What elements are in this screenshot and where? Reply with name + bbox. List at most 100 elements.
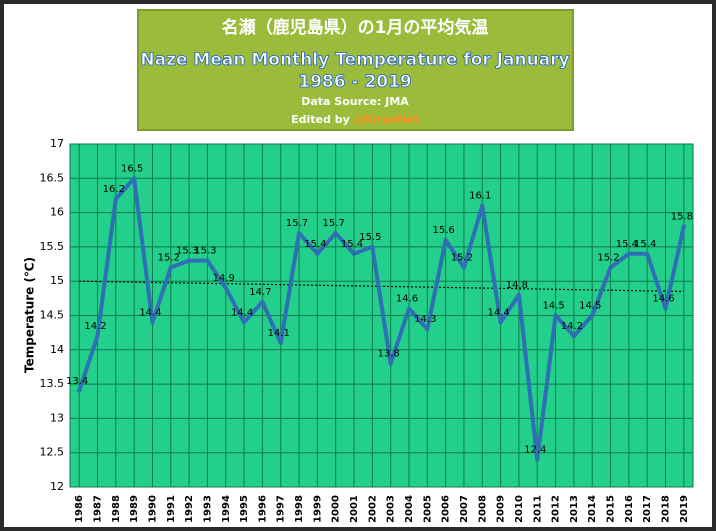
data-label: 14.5 xyxy=(542,301,564,312)
x-tick-label: 1992 xyxy=(184,495,195,523)
x-tick-label: 2015 xyxy=(606,495,617,523)
data-label: 15.4 xyxy=(634,239,656,250)
point xyxy=(315,251,320,256)
data-label: 15.4 xyxy=(616,239,638,250)
data-label: 15.4 xyxy=(341,239,363,250)
data-label: 15.8 xyxy=(671,211,693,222)
x-tick-label: 2018 xyxy=(661,495,672,523)
x-tick-label: 2007 xyxy=(459,495,470,523)
data-label: 14.6 xyxy=(652,294,674,305)
y-tick-label: 12 xyxy=(50,480,64,493)
x-tick-label: 2003 xyxy=(386,495,397,523)
credit: Edited by @KiryeNet xyxy=(291,113,419,126)
point xyxy=(443,238,448,243)
x-tick-label: 1991 xyxy=(166,495,177,523)
point xyxy=(352,251,357,256)
x-tick-label: 1988 xyxy=(111,495,122,523)
x-tick-label: 1999 xyxy=(312,495,323,523)
y-tick-label: 14 xyxy=(50,343,64,356)
point xyxy=(150,320,155,325)
x-tick-label: 2009 xyxy=(496,495,507,523)
point xyxy=(571,334,576,339)
point xyxy=(590,313,595,318)
data-label: 16.1 xyxy=(469,191,491,202)
data-label: 14.4 xyxy=(139,307,161,318)
point xyxy=(553,313,558,318)
data-label: 15.6 xyxy=(432,225,454,236)
y-tick-label: 15.5 xyxy=(40,240,65,253)
point xyxy=(278,340,283,345)
data-label: 15.2 xyxy=(597,252,619,263)
point xyxy=(223,286,228,291)
data-label: 15.2 xyxy=(158,252,180,263)
point xyxy=(205,258,210,263)
point xyxy=(516,292,521,297)
data-label: 13.4 xyxy=(66,376,88,387)
y-tick-label: 13 xyxy=(50,411,64,424)
data-label: 16.2 xyxy=(103,184,125,195)
y-tick-label: 16 xyxy=(50,206,64,219)
point xyxy=(388,361,393,366)
point xyxy=(95,334,100,339)
series-line xyxy=(77,176,686,462)
data-label: 14.6 xyxy=(396,294,418,305)
x-tick-label: 2010 xyxy=(514,495,525,523)
x-tick-label: 2001 xyxy=(349,495,360,523)
data-label: 14.8 xyxy=(506,280,528,291)
data-label: 14.4 xyxy=(231,307,253,318)
y-tick-label: 14.5 xyxy=(40,309,65,322)
y-tick-label: 17 xyxy=(50,137,64,150)
y-axis-label: Temperature (℃) xyxy=(23,257,37,373)
title-box xyxy=(137,9,574,131)
x-tick-label: 1989 xyxy=(129,495,140,523)
chart-subtitle: 1986 - 2019 xyxy=(298,72,412,92)
x-tick-label: 1998 xyxy=(294,495,305,523)
data-label: 15.3 xyxy=(194,246,216,257)
point xyxy=(132,176,137,181)
data-label: 14.4 xyxy=(487,307,509,318)
y-tick-label: 12.5 xyxy=(40,446,65,459)
x-tick-label: 1993 xyxy=(202,495,213,523)
point xyxy=(645,251,650,256)
point xyxy=(77,388,82,393)
data-label: 14.3 xyxy=(414,314,436,325)
x-tick-label: 2004 xyxy=(404,495,415,523)
point xyxy=(333,231,338,236)
author: @KiryeNet xyxy=(354,113,419,126)
y-tick-label: 13.5 xyxy=(40,377,65,390)
data-label: 15.7 xyxy=(323,218,345,229)
x-tick-label: 2011 xyxy=(532,495,543,523)
data-label: 12.4 xyxy=(524,445,546,456)
point xyxy=(297,231,302,236)
x-tick-label: 1986 xyxy=(74,495,85,523)
point xyxy=(608,265,613,270)
data-label: 15.3 xyxy=(176,246,198,257)
x-tick-label: 2013 xyxy=(569,495,580,523)
data-label: 14.9 xyxy=(213,273,235,284)
point xyxy=(370,244,375,249)
x-tick-label: 2008 xyxy=(477,495,488,523)
x-tick-label: 1987 xyxy=(92,495,103,523)
x-tick-label: 1995 xyxy=(239,495,250,523)
point xyxy=(681,224,686,229)
data-label: 16.5 xyxy=(121,163,143,174)
chart-title: Naze Mean Monthly Temperature for Januar… xyxy=(140,50,569,70)
point xyxy=(168,265,173,270)
point xyxy=(535,457,540,462)
data-label: 14.2 xyxy=(561,321,583,332)
point xyxy=(260,299,265,304)
y-tick-label: 15 xyxy=(50,274,64,287)
x-tick-label: 1997 xyxy=(276,495,287,523)
x-tick-label: 2017 xyxy=(642,495,653,523)
x-tick-label: 1990 xyxy=(147,495,158,523)
data-label: 14.2 xyxy=(84,321,106,332)
data-label: 15.4 xyxy=(304,239,326,250)
point xyxy=(406,306,411,311)
point xyxy=(187,258,192,263)
point xyxy=(113,196,118,201)
x-tick-label: 2014 xyxy=(587,495,598,523)
chart-title-jp: 名瀬（鹿児島県）の1月の平均気温 xyxy=(222,17,489,38)
trendline xyxy=(79,280,684,293)
data-label: 15.5 xyxy=(359,232,381,243)
